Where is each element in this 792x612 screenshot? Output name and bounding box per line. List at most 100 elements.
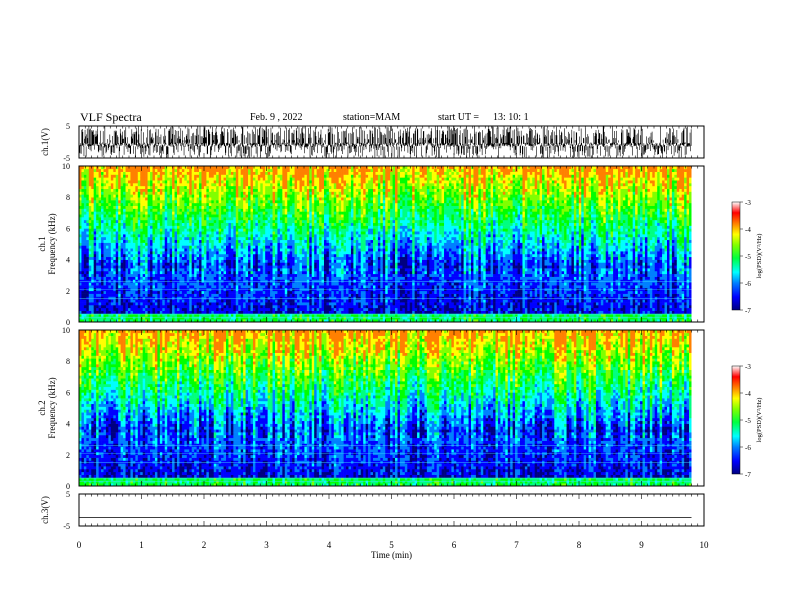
spectrogram-cell <box>101 174 104 178</box>
spectrogram-cell <box>83 234 87 238</box>
spectrogram-cell <box>130 217 134 221</box>
spectrogram-cell <box>208 310 212 314</box>
spectrogram-cell <box>83 302 87 306</box>
spectrogram-cell <box>245 197 249 201</box>
spectrogram-cell <box>284 293 288 297</box>
spectrogram-cell <box>189 299 192 303</box>
spectrogram-cell <box>103 242 107 246</box>
spectrogram-cell <box>172 188 175 192</box>
spectrogram-cell <box>257 168 261 172</box>
spectrogram-cell <box>245 302 249 306</box>
spectrogram-cell <box>238 168 241 172</box>
spectrogram-cell <box>211 245 215 249</box>
spectrogram-cell <box>287 219 290 224</box>
spectrogram-cell <box>177 185 180 189</box>
spectrogram-cell <box>201 302 205 306</box>
spectrogram-cell <box>152 174 156 178</box>
spectrogram-cell <box>123 248 126 252</box>
spectrogram-cell <box>213 259 217 263</box>
spectrogram-cell <box>179 188 183 192</box>
spectrogram-cell <box>105 251 109 255</box>
spectrogram-cell <box>101 302 104 306</box>
spectrogram-cell <box>98 310 102 314</box>
spectrogram-cell <box>172 302 175 306</box>
spectrogram-cell <box>223 273 227 277</box>
spectrogram-cell <box>245 166 249 170</box>
spectrogram-cell <box>279 228 283 232</box>
spectrogram-cell <box>267 222 271 226</box>
spectrogram-cell <box>245 307 249 311</box>
spectrogram-cell <box>123 304 126 309</box>
spectrogram-cell <box>248 307 251 311</box>
spectrogram-cell <box>128 299 131 303</box>
spectrogram-cell <box>243 200 246 204</box>
spectrogram-cell <box>128 265 131 269</box>
spectrogram-cell <box>91 253 94 258</box>
spectrogram-cell <box>240 279 244 283</box>
spectrogram-cell <box>248 248 251 252</box>
spectrogram-cell <box>98 200 102 204</box>
spectrogram-cell <box>221 270 224 275</box>
spectrogram-cell <box>196 194 200 198</box>
spectrogram-cell <box>270 276 273 280</box>
spectrogram-cell <box>243 217 246 221</box>
spectrogram-cell <box>172 202 175 207</box>
spectrogram-cell <box>194 302 197 306</box>
spectrogram-cell <box>128 208 131 212</box>
spectrogram-cell <box>203 290 207 294</box>
spectrogram-cell <box>265 270 268 275</box>
spectrogram-cell <box>282 217 286 221</box>
spectrogram-cell <box>203 228 207 232</box>
spectrogram-cell <box>93 208 97 212</box>
spectrogram-cell <box>201 296 205 300</box>
spectrogram-cell <box>145 185 148 189</box>
spectrogram-cell <box>118 219 121 224</box>
spectrogram-cell <box>206 222 210 226</box>
spectrogram-cell <box>226 279 229 283</box>
spectrogram-cell <box>245 296 249 300</box>
spectrogram-cell <box>272 282 276 286</box>
spectrogram-cell <box>203 256 207 260</box>
spectrogram-cell <box>201 225 205 229</box>
spectrogram-cell <box>167 191 170 195</box>
spectrogram-cell <box>199 273 202 277</box>
spectrogram-cell <box>123 302 126 306</box>
spectrogram-cell <box>233 239 237 243</box>
spectrogram-cell <box>257 273 261 277</box>
spectrogram-cell <box>267 282 271 286</box>
spectrogram-cell <box>226 225 229 229</box>
spectrogram-cell <box>240 307 244 311</box>
spectrogram-cell <box>279 211 283 215</box>
spectrogram-cell <box>267 211 271 215</box>
spectrogram-cell <box>81 270 85 275</box>
spectrogram-cell <box>238 177 241 181</box>
spectrogram-cell <box>191 225 195 229</box>
spectrogram-cell <box>140 217 143 221</box>
spectrogram-cell <box>255 242 259 246</box>
spectrogram-cell <box>130 231 134 235</box>
spectrogram-cell <box>157 242 161 246</box>
spectrogram-cell <box>218 197 222 201</box>
spectrogram-cell <box>98 219 102 224</box>
spectrogram-cell <box>284 200 288 204</box>
spectrogram-cell <box>270 262 273 266</box>
spectrogram-cell <box>267 205 271 209</box>
spectrogram-cell <box>282 293 286 297</box>
spectrogram-cell <box>230 180 234 184</box>
spectrogram-cell <box>113 304 117 309</box>
spectrogram-cell <box>79 313 82 317</box>
spectrogram-cell <box>105 273 109 277</box>
spectrogram-cell <box>275 265 278 269</box>
spectrogram-cell <box>275 225 278 229</box>
spectrogram-cell <box>130 262 134 266</box>
spectrogram-cell <box>228 290 232 294</box>
spectrogram-cell <box>154 202 158 207</box>
spectrogram-cell <box>88 310 92 314</box>
spectrogram-cell <box>179 200 183 204</box>
spectrogram-cell <box>194 310 197 314</box>
spectrogram-cell <box>110 191 114 195</box>
spectrogram-cell <box>167 183 170 187</box>
spectrogram-cell <box>243 234 246 238</box>
spectrogram-cell <box>189 259 192 263</box>
spectrogram-cell <box>96 253 99 258</box>
